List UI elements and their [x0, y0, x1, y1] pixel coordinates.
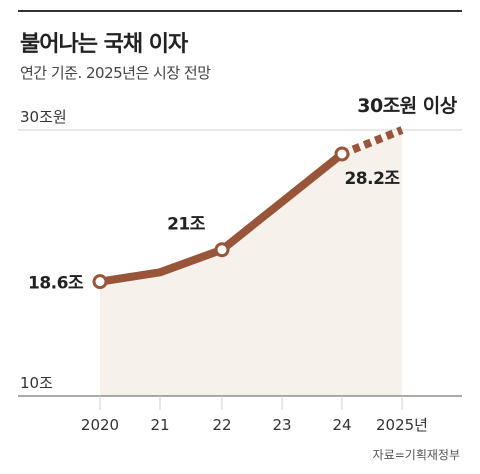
- x-tick-label: 22: [212, 416, 231, 434]
- x-tick-label: 24: [332, 416, 351, 434]
- y-tick-label: 30조원: [20, 108, 67, 126]
- x-tick-label: 21: [150, 416, 169, 434]
- data-point-marker: [92, 274, 108, 290]
- data-label: 21조: [167, 215, 206, 235]
- data-label: 28.2조: [344, 169, 400, 189]
- data-label: 30조원 이상: [357, 95, 457, 117]
- series-projection-line: [340, 126, 404, 158]
- x-tick-label: 2025년: [376, 416, 428, 434]
- top-rule: [18, 10, 462, 12]
- x-tick-label: 2020: [81, 416, 119, 434]
- y-tick-label: 10조: [20, 374, 53, 392]
- x-tick-label: 23: [272, 416, 291, 434]
- data-point-marker: [214, 242, 230, 258]
- chart-subtitle: 연간 기준. 2025년은 시장 전망: [20, 64, 211, 82]
- data-label: 18.6조: [28, 274, 84, 294]
- chart-area-fill: [100, 130, 402, 396]
- data-point-marker: [334, 146, 350, 162]
- source-note: 자료=기획재정부: [372, 448, 460, 462]
- chart-title: 불어나는 국채 이자: [20, 32, 188, 57]
